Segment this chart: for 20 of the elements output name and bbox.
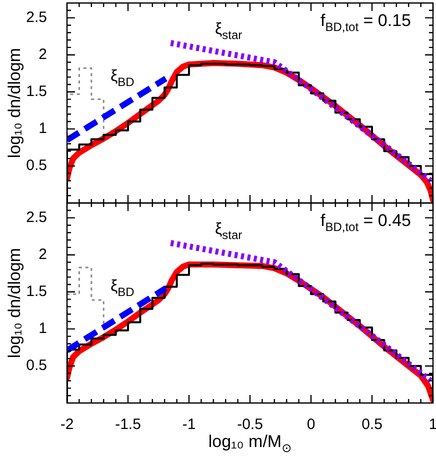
x-tick-label: -2 (60, 416, 74, 434)
x-tick-label: -1 (182, 416, 196, 434)
y-tick-label: 1 (38, 120, 47, 138)
y-tick-label: 0.5 (26, 157, 47, 174)
y-tick-label: 0.5 (26, 357, 47, 374)
x-tick-label: 0.5 (362, 416, 382, 434)
y-tick-label: 2.5 (26, 208, 47, 226)
x-tick-label: -0.5 (237, 416, 263, 434)
y-tick-label: 2 (38, 46, 47, 63)
y-tick-label: 1.5 (26, 83, 47, 100)
x-tick-label: 0 (306, 416, 316, 434)
x-axis-title: log₁₀ m/M⊙ (208, 432, 292, 456)
y-tick-label: 1 (38, 320, 47, 338)
y-tick-label: 2 (38, 246, 47, 263)
y-axis-title: log₁₀ dn/dlogm (5, 48, 24, 158)
y-tick-label: 1.5 (26, 283, 47, 300)
x-tick-label: -1.5 (115, 416, 141, 434)
x-tick-label: 1 (428, 416, 436, 434)
y-axis-title: log₁₀ dn/dlogm (5, 248, 24, 358)
y-tick-label: 2.5 (26, 8, 47, 26)
